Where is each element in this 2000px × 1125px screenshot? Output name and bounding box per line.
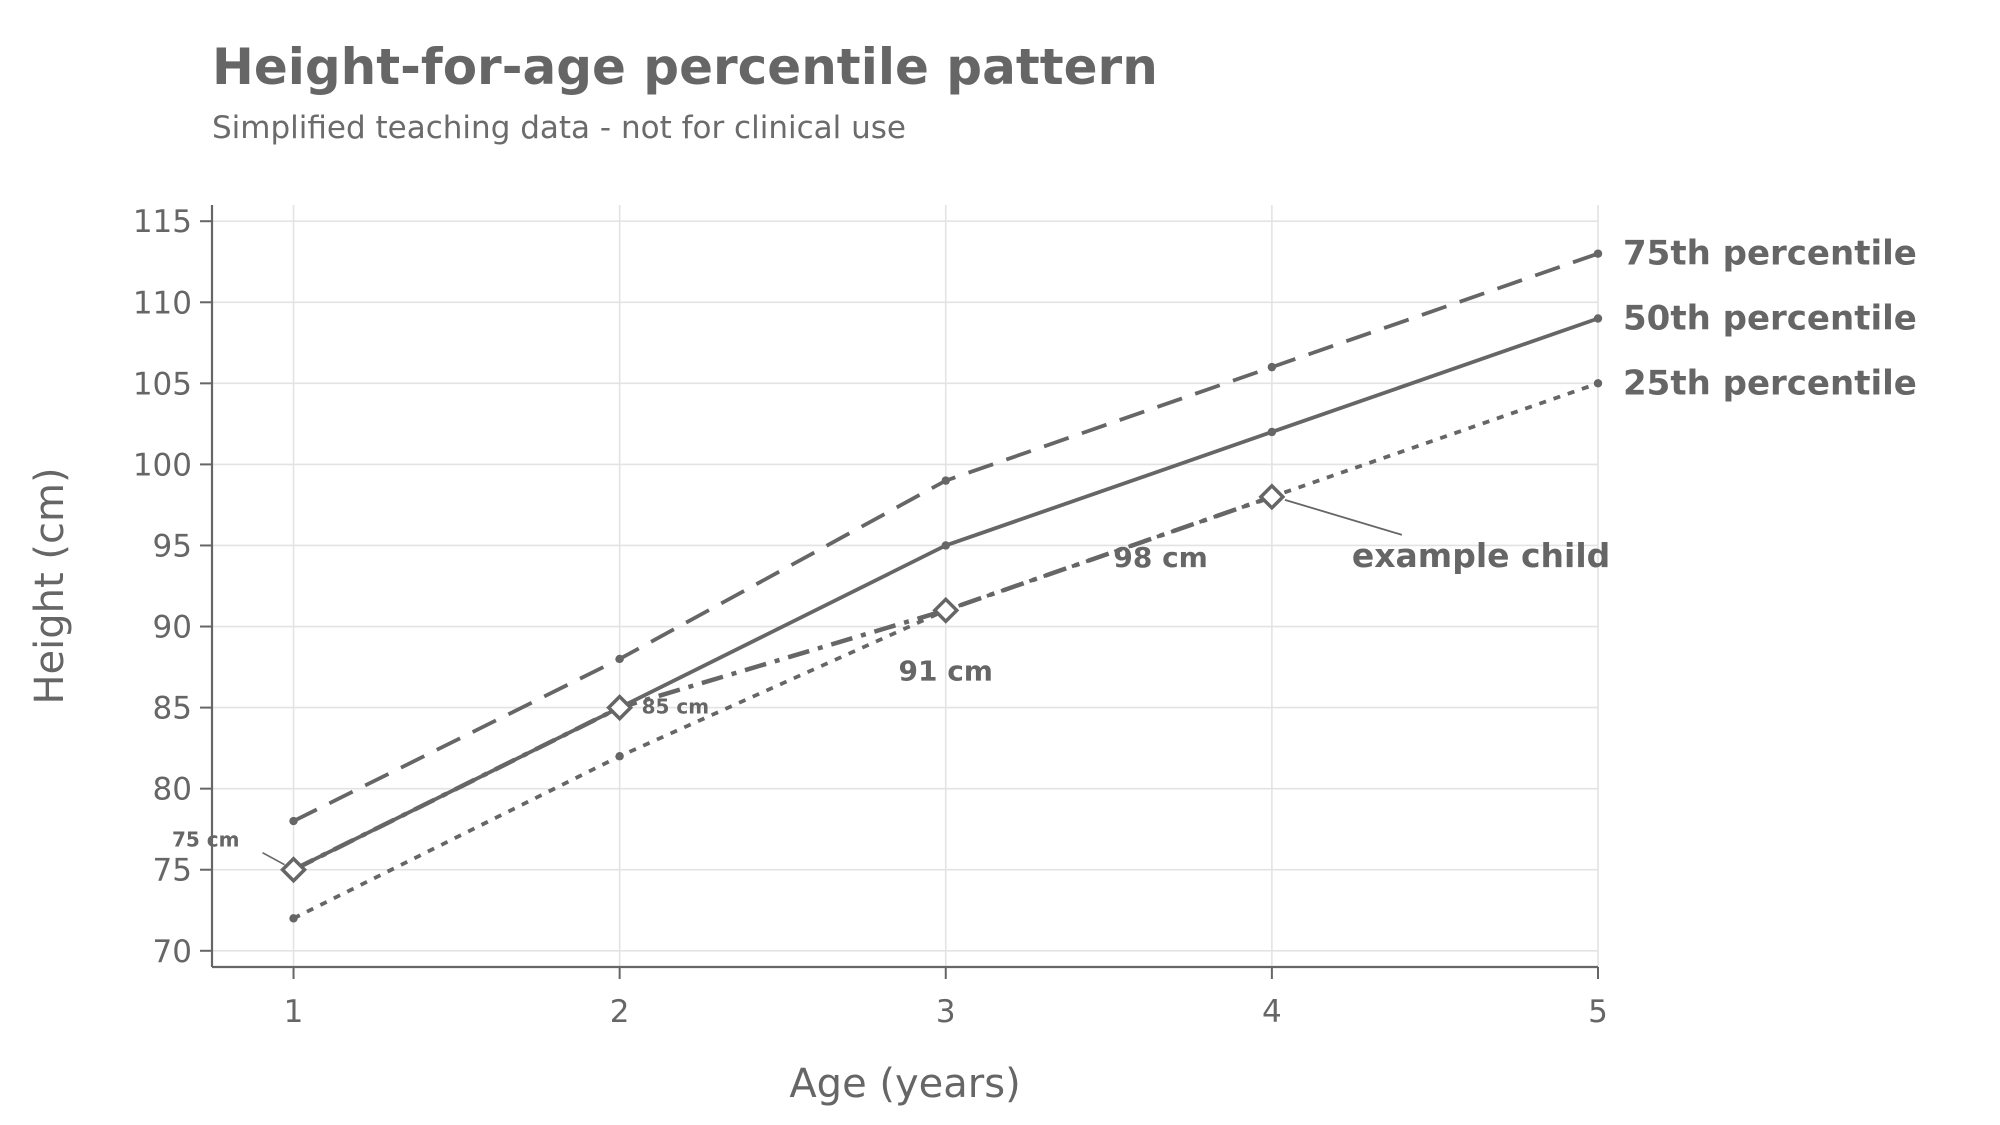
data-point	[1267, 362, 1277, 372]
annotation-label: example child	[1352, 536, 1610, 575]
chart-title: Height-for-age percentile pattern	[212, 38, 1158, 96]
y-tick-label: 95	[153, 528, 192, 564]
point-label: 91 cm	[899, 654, 994, 687]
data-point	[1593, 379, 1603, 388]
x-axis-title: Age (years)	[789, 1061, 1020, 1107]
grid	[212, 205, 1599, 967]
y-tick-label: 80	[153, 772, 192, 808]
data-point	[941, 541, 950, 550]
y-tick-label: 85	[153, 691, 192, 727]
data-point	[289, 816, 298, 826]
data-point	[1593, 249, 1603, 258]
x-tick-label: 5	[1588, 994, 1608, 1030]
point-label-leader	[262, 852, 285, 866]
y-tick-label: 110	[133, 285, 192, 321]
diamond-marker	[1258, 483, 1286, 511]
annotation-leader	[1284, 498, 1403, 536]
series-label: 75th percentile	[1623, 234, 1917, 274]
y-axis-title: Height (cm)	[27, 467, 73, 704]
diamond-marker	[932, 596, 960, 624]
y-tick-label: 75	[153, 853, 192, 889]
y-tick-label: 70	[153, 934, 192, 970]
data-point	[1267, 427, 1277, 437]
y-tick-label: 100	[133, 447, 192, 483]
data-point	[1593, 314, 1603, 323]
x-tick-label: 3	[936, 994, 956, 1030]
point-label: 75 cm	[172, 828, 240, 852]
series-line-example-child	[292, 494, 1273, 872]
chart-subtitle: Simplified teaching data - not for clini…	[212, 110, 906, 146]
data-point	[941, 476, 950, 485]
data-point	[289, 914, 298, 923]
x-tick-label: 4	[1262, 994, 1282, 1030]
x-tick-label: 2	[610, 994, 630, 1030]
point-label: 98 cm	[1113, 541, 1208, 574]
data-point	[615, 752, 624, 761]
series-label: 50th percentile	[1623, 298, 1917, 338]
y-tick-label: 105	[133, 366, 192, 402]
point-label: 85 cm	[642, 695, 710, 719]
y-tick-label: 90	[153, 610, 192, 646]
y-tick-label: 115	[133, 204, 192, 240]
markers	[280, 249, 1603, 923]
diamond-marker	[606, 694, 634, 722]
data-point	[615, 654, 624, 664]
x-tick-label: 1	[284, 994, 304, 1030]
diamond-marker	[280, 856, 308, 884]
labels: 75th percentile 50th percentile 25th perce…	[172, 234, 1917, 866]
series-label: 25th percentile	[1623, 363, 1917, 403]
axes: 70 75 80 85 90 95 100 105 110 115 1 2 3 4 5 Age (years)…	[27, 204, 1608, 1107]
